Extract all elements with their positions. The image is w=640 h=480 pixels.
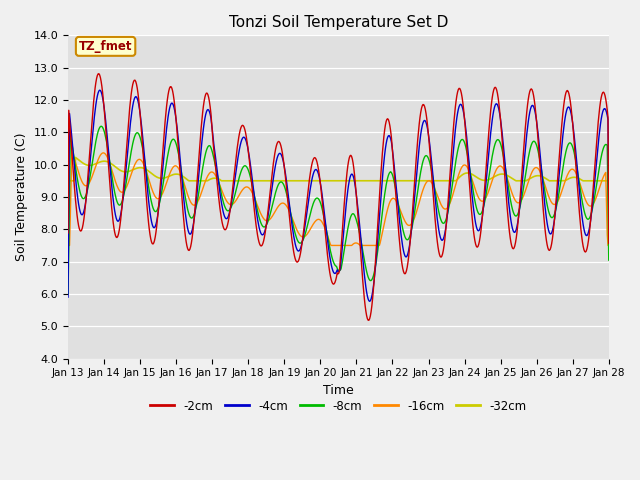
Legend: -2cm, -4cm, -8cm, -16cm, -32cm: -2cm, -4cm, -8cm, -16cm, -32cm — [146, 395, 531, 417]
X-axis label: Time: Time — [323, 384, 354, 397]
Title: Tonzi Soil Temperature Set D: Tonzi Soil Temperature Set D — [228, 15, 448, 30]
Y-axis label: Soil Temperature (C): Soil Temperature (C) — [15, 132, 28, 261]
Text: TZ_fmet: TZ_fmet — [79, 40, 132, 53]
